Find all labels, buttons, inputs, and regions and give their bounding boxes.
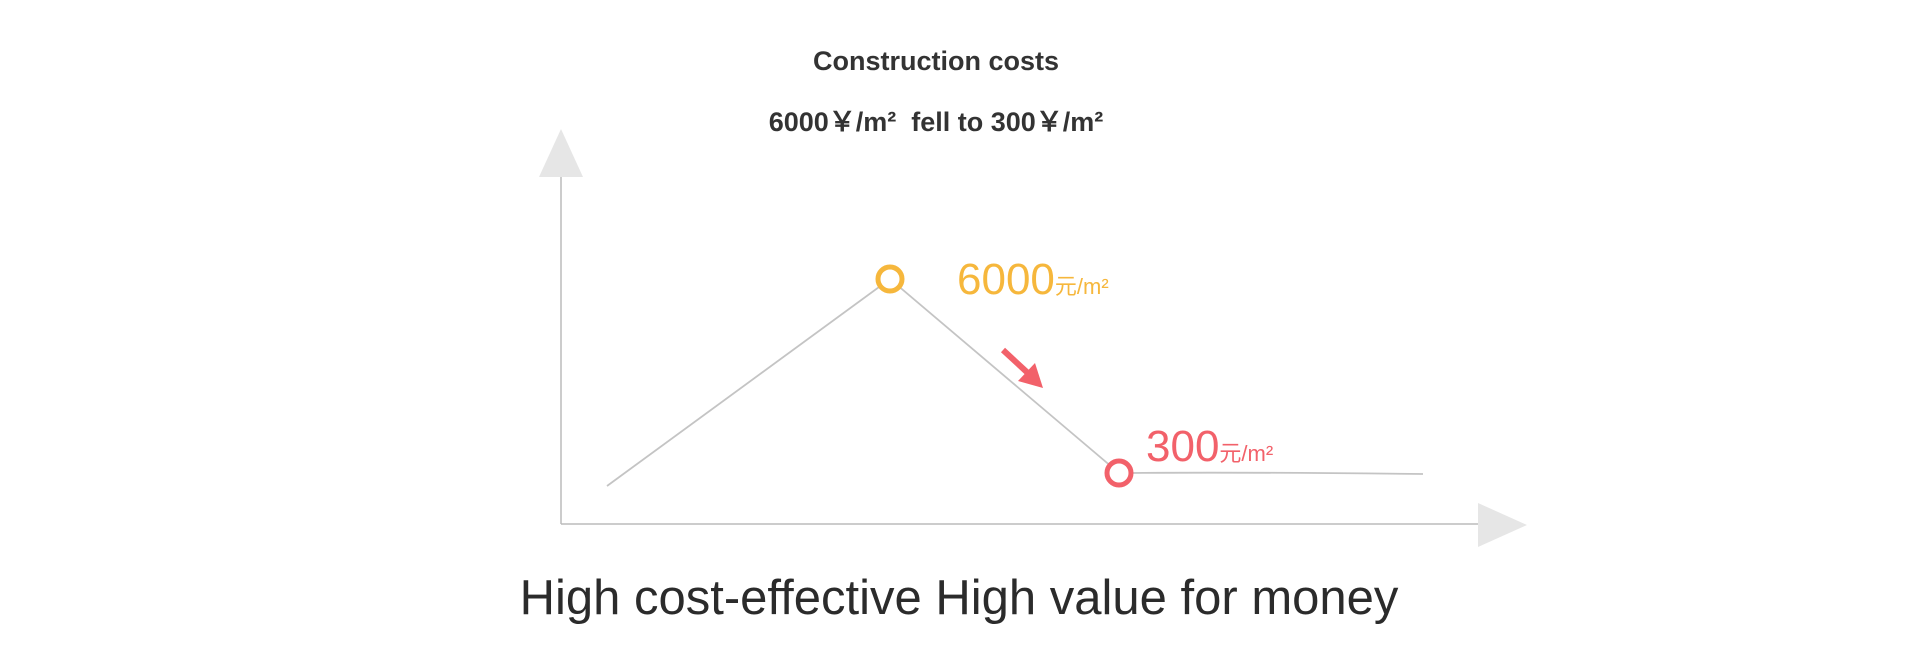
peak-label: 6000元/m² (957, 255, 1109, 304)
peak-point (875, 264, 905, 294)
peak-unit: 元/m² (1055, 274, 1109, 299)
x-axis-arrow (1478, 503, 1527, 547)
title: Construction costs (813, 46, 1059, 76)
down-arrow-shaft (1000, 347, 1033, 378)
peak-value: 6000 (957, 255, 1055, 304)
y-axis-arrow (539, 129, 583, 177)
caption: High cost-effective High value for money (520, 571, 1399, 625)
low-label: 300元/m² (1146, 422, 1273, 471)
low-unit: 元/m² (1219, 441, 1273, 466)
subtitle: 6000￥/m² fell to 300￥/m² (769, 107, 1104, 137)
trend-line (606, 277, 1424, 487)
low-value: 300 (1146, 422, 1219, 471)
low-point (1104, 458, 1134, 488)
down-arrow-head (1018, 363, 1043, 388)
